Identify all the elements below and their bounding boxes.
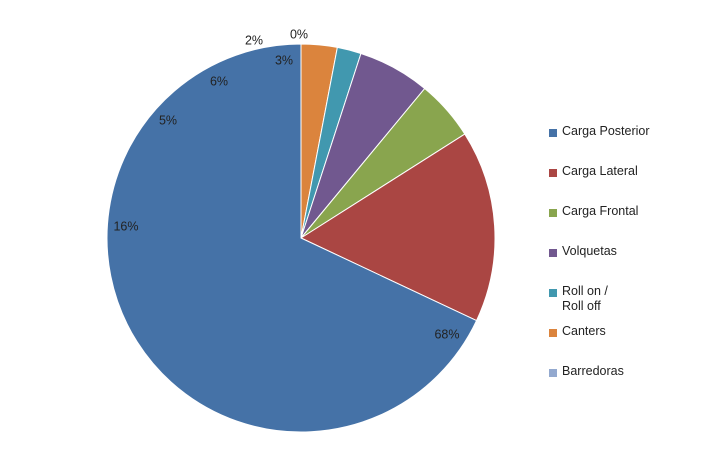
slice-data-label: 3% [275, 53, 293, 67]
legend-swatch [549, 129, 557, 137]
slice-data-label: 16% [113, 219, 138, 233]
legend-label: Carga Frontal [562, 204, 639, 218]
slice-data-label: 5% [159, 113, 177, 127]
legend-item: Barredoras [549, 364, 699, 404]
legend-label: Canters [562, 324, 606, 338]
legend-swatch [549, 329, 557, 337]
pie-slices [106, 43, 496, 433]
legend-swatch [549, 249, 557, 257]
slice-data-label: 2% [245, 33, 263, 47]
slice-data-label: 0% [290, 27, 308, 41]
legend-item: Roll on / Roll off [549, 284, 699, 324]
slice-data-label: 68% [434, 327, 459, 341]
legend-swatch [549, 369, 557, 377]
chart-legend: Carga Posterior Carga Lateral Carga Fronta… [549, 124, 699, 404]
pie-slice [299, 133, 496, 322]
legend-swatch [549, 289, 557, 297]
legend-swatch [549, 169, 557, 177]
slice-data-label: 6% [210, 74, 228, 88]
legend-item: Volquetas [549, 244, 699, 284]
legend-item: Carga Posterior [549, 124, 699, 164]
pie-slice [106, 43, 478, 433]
legend-item: Canters [549, 324, 699, 364]
legend-label: Barredoras [562, 364, 624, 378]
legend-label: Carga Lateral [562, 164, 638, 178]
legend-swatch [549, 209, 557, 217]
legend-label: Carga Posterior [562, 124, 650, 138]
legend-item: Carga Frontal [549, 204, 699, 244]
legend-item: Carga Lateral [549, 164, 699, 204]
legend-label: Volquetas [562, 244, 617, 258]
pie-data-labels: 68% 16% 5% 6% 2% 3% 0% [113, 27, 459, 341]
legend-label: Roll on / Roll off [562, 284, 608, 313]
